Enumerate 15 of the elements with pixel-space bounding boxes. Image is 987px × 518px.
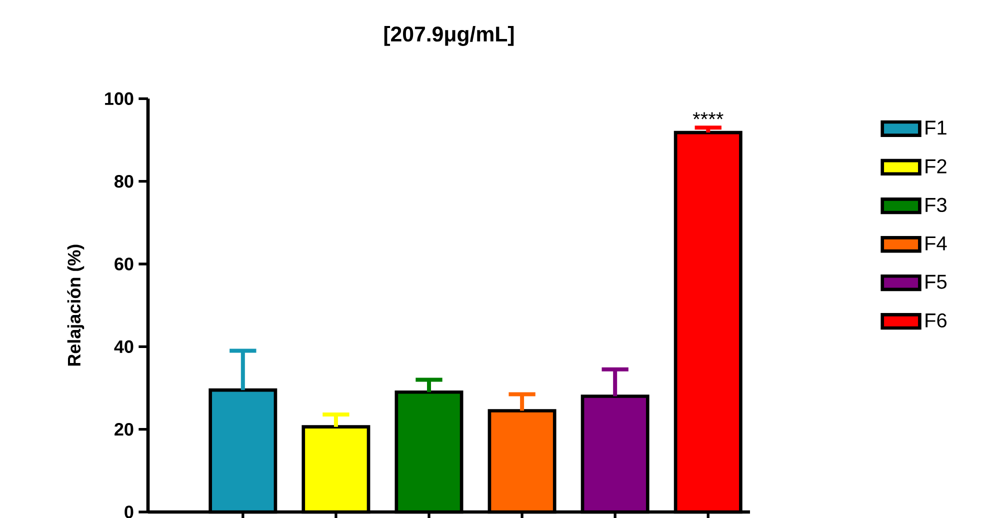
- legend-label: F6: [926, 313, 946, 328]
- chart-title: [207.9μg/mL]: [384, 26, 514, 46]
- y-tick-label: 0: [124, 506, 134, 518]
- y-tick-label: 80: [114, 174, 134, 188]
- y-tick-label: 20: [114, 422, 134, 436]
- y-axis-title: Relajación (%): [67, 244, 84, 366]
- y-tick-label: 60: [114, 258, 134, 270]
- legend-label: F2: [926, 159, 946, 174]
- y-tick-label: 40: [114, 340, 134, 354]
- legend-label: F1: [926, 120, 946, 135]
- legend-label: F4: [926, 236, 947, 250]
- y-tick-label: 100: [105, 92, 134, 106]
- legend-label: F3: [926, 198, 946, 212]
- annotation: ****: [692, 112, 724, 120]
- legend-label: F5: [926, 274, 947, 289]
